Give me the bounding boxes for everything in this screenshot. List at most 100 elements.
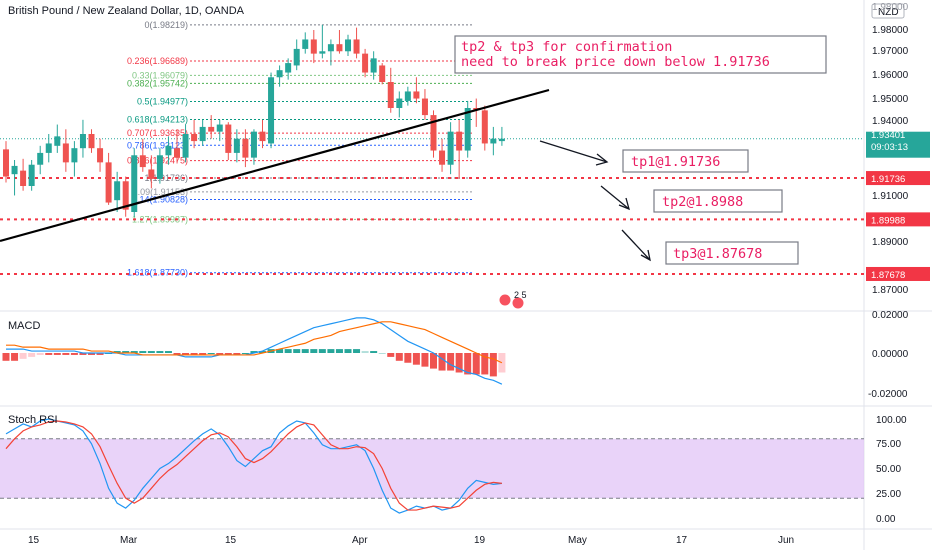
macd-histogram-bar <box>438 353 446 371</box>
candle-body <box>54 136 61 146</box>
event-marker-icon[interactable]: 2 5 <box>498 290 527 310</box>
candle-body <box>11 165 18 175</box>
macd-histogram-bar <box>96 353 104 355</box>
candle-body <box>20 170 27 186</box>
stoch-tick: 0.00 <box>876 514 896 525</box>
macd-histogram-bar <box>395 353 403 361</box>
trendline[interactable] <box>0 88 550 243</box>
tp2-box[interactable] <box>653 189 783 213</box>
candle-body <box>447 131 454 165</box>
macd-histogram-bar <box>404 353 412 363</box>
macd-layer <box>2 317 506 385</box>
stoch-k-line <box>5 418 502 514</box>
event-marker-label: 2 5 <box>514 290 527 300</box>
macd-signal-line <box>6 321 503 364</box>
fib-level-label: 0.382(1.95742) <box>127 78 188 88</box>
price-tick: 1.94000 <box>872 116 909 127</box>
macd-histogram-bar <box>62 353 70 355</box>
macd-histogram-bar <box>421 353 429 367</box>
macd-histogram-bar <box>489 353 497 377</box>
candle-body <box>242 138 249 158</box>
macd-histogram-bar <box>147 351 155 353</box>
macd-histogram-bar <box>387 353 395 357</box>
candle-body <box>131 155 138 212</box>
time-tick: 17 <box>676 535 688 546</box>
macd-histogram-bar <box>455 353 463 373</box>
candle-body <box>216 124 223 132</box>
stoch-band-layer <box>0 438 864 499</box>
macd-histogram-bar <box>481 353 489 375</box>
macd-tick: 0.02000 <box>872 310 909 321</box>
candle-body <box>490 138 497 144</box>
annotation-line2: need to break price down below 1.91736 <box>461 54 770 70</box>
candle-body <box>28 164 35 186</box>
macd-histogram-bar <box>113 351 121 353</box>
price-tick: 1.97000 <box>872 46 909 57</box>
candle-body <box>404 91 411 101</box>
countdown: 09:03:13 <box>871 142 908 153</box>
candle-body <box>165 145 172 156</box>
macd-histogram-bar <box>122 351 130 353</box>
candle-body <box>105 162 112 203</box>
macd-histogram-bar <box>70 353 78 355</box>
fib-level-label: 0.786(1.93123) <box>127 140 188 150</box>
candle-layer <box>3 24 505 217</box>
candle-body <box>396 98 403 108</box>
fib-level-label: 0.33(1.96079) <box>132 70 188 80</box>
currency-badge[interactable] <box>871 3 905 19</box>
candle-body <box>293 48 300 66</box>
stoch-title: Stoch RSI <box>8 414 58 426</box>
candle-body <box>174 148 180 158</box>
arrow-to-tp1 <box>539 140 609 166</box>
macd-title: MACD <box>8 320 40 332</box>
price-tick: 1.89000 <box>872 237 909 248</box>
candle-body <box>421 98 428 116</box>
candle-body <box>498 138 505 142</box>
time-tick: Apr <box>352 535 368 546</box>
time-tick: 15 <box>225 535 237 546</box>
candle-body <box>370 58 377 73</box>
annotation-box[interactable] <box>454 35 827 74</box>
tp2-price-tag <box>866 212 930 227</box>
candle-body <box>148 169 155 179</box>
macd-histogram-bar <box>301 349 309 353</box>
macd-histogram-bar <box>344 349 352 353</box>
macd-histogram-bar <box>250 351 258 353</box>
fib-level-label: 0.5(1.94977) <box>137 96 188 106</box>
macd-histogram-bar <box>310 349 318 353</box>
candle-body <box>37 152 44 165</box>
stoch-band-fill <box>0 438 864 499</box>
fib-level-label: 1.27(1.89987) <box>132 214 188 224</box>
fib-level-label: 1(1.91736) <box>144 173 188 183</box>
macd-histogram-bar <box>370 351 378 353</box>
macd-histogram-bar <box>259 351 266 353</box>
macd-histogram-bar <box>79 353 87 355</box>
candle-body <box>250 131 257 158</box>
macd-histogram-bar <box>412 353 420 365</box>
candle-body <box>62 143 69 163</box>
tp1-price-tag <box>866 171 930 186</box>
stoch-d-line <box>5 420 502 511</box>
stoch-tick: 75.00 <box>876 439 901 450</box>
macd-histogram-bar <box>156 351 164 353</box>
candle-body <box>379 65 386 82</box>
candle-body <box>276 70 283 78</box>
macd-histogram-bar <box>378 353 386 354</box>
tp1-price-tag-text: 1.91736 <box>871 174 905 185</box>
chart-title: British Pound / New Zealand Dollar, 1D, … <box>8 5 245 17</box>
candle-body <box>233 138 240 153</box>
macd-histogram-bar <box>130 351 138 353</box>
tp3-box[interactable] <box>665 241 799 265</box>
macd-histogram-bar <box>361 351 369 353</box>
price-tick-top: 1.98000 <box>872 2 909 13</box>
fib-level-label: 1.14(1.90828) <box>132 195 188 205</box>
macd-histogram-bar <box>199 353 207 355</box>
fib-level-label: 0.707(1.93635) <box>127 128 188 138</box>
macd-histogram-bar <box>284 349 292 353</box>
macd-histogram-bar <box>190 353 198 355</box>
candle-body <box>268 77 275 144</box>
time-tick: Jun <box>778 535 794 546</box>
tp1-box[interactable] <box>622 149 749 173</box>
candle-body <box>362 53 369 73</box>
